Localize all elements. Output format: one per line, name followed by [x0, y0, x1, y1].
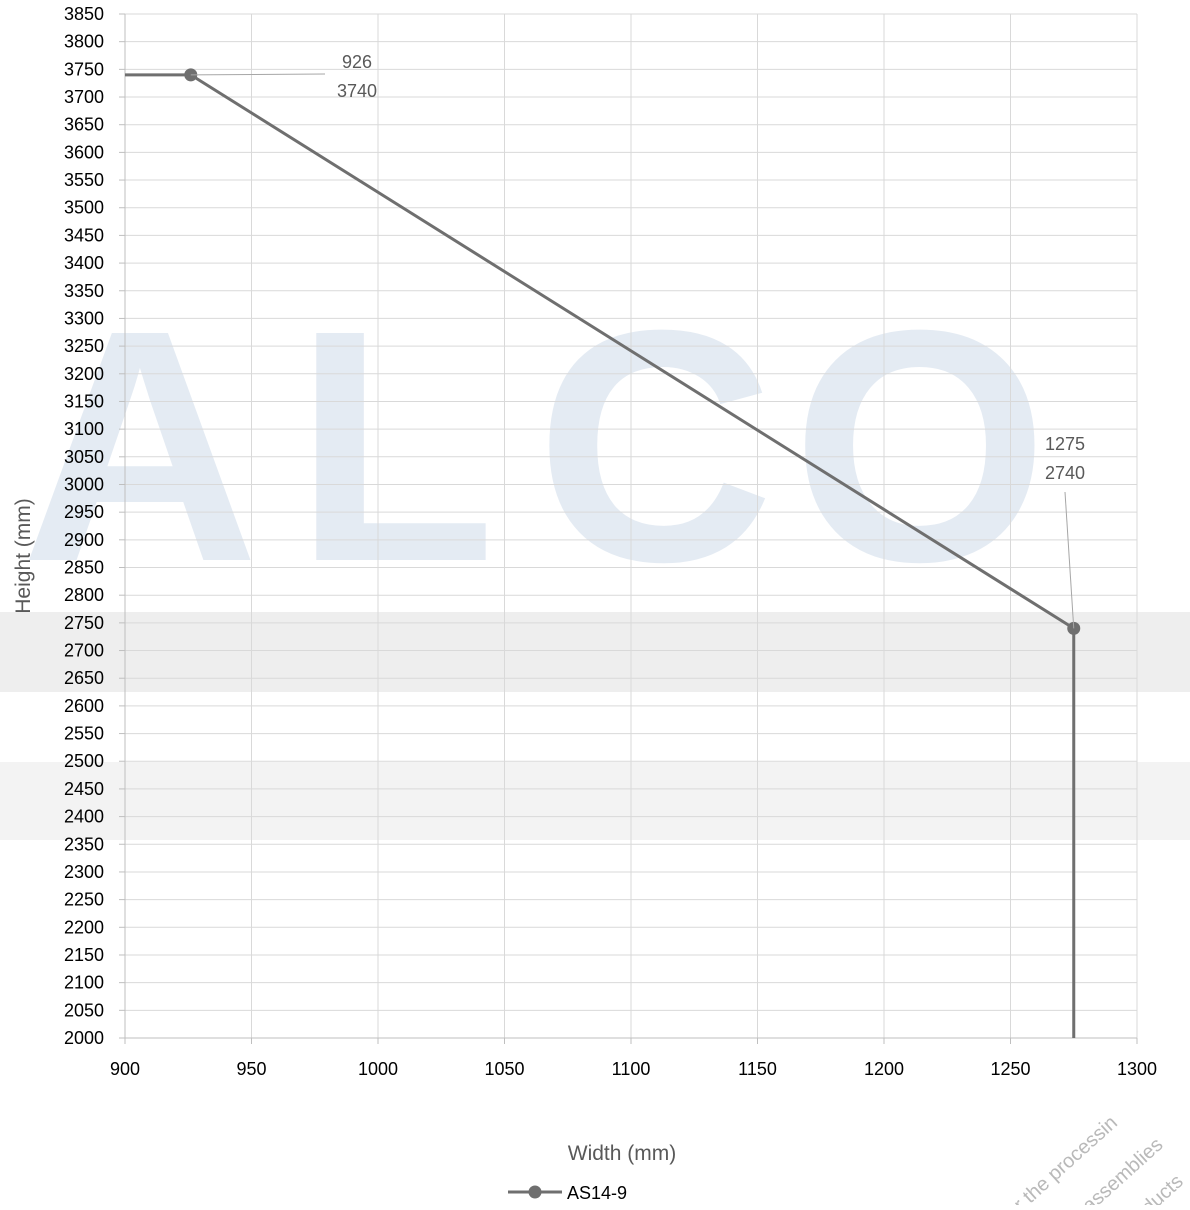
- x-tick-label: 900: [110, 1059, 140, 1079]
- y-tick-label: 3500: [64, 198, 104, 218]
- y-tick-label: 2650: [64, 668, 104, 688]
- annotation-leader: [1064, 491, 1075, 629]
- annotation-x-label: 1275: [1045, 434, 1085, 454]
- y-tick-label: 3600: [64, 142, 104, 162]
- y-tick-label: 3100: [64, 419, 104, 439]
- y-tick-label: 2700: [64, 641, 104, 661]
- annotation-x-label: 926: [342, 52, 372, 72]
- y-tick-label: 2450: [64, 779, 104, 799]
- y-tick-label: 2950: [64, 502, 104, 522]
- y-tick-label: 2550: [64, 724, 104, 744]
- y-tick-label: 2200: [64, 917, 104, 937]
- y-tick-label: 2150: [64, 945, 104, 965]
- watermark-letter: C: [536, 261, 774, 630]
- y-tick-label: 2800: [64, 585, 104, 605]
- y-tick-label: 2100: [64, 973, 104, 993]
- legend-marker: [528, 1185, 542, 1199]
- y-tick-label: 3800: [64, 32, 104, 52]
- y-tick-label: 3850: [64, 4, 104, 24]
- x-tick-label: 1000: [358, 1059, 398, 1079]
- watermark-band: [0, 612, 1190, 692]
- y-tick-label: 2300: [64, 862, 104, 882]
- legend-label: AS14-9: [567, 1183, 627, 1203]
- x-tick-label: 950: [236, 1059, 266, 1079]
- annotation-y-label: 2740: [1045, 463, 1085, 483]
- x-tick-label: 1050: [484, 1059, 524, 1079]
- y-tick-label: 2400: [64, 807, 104, 827]
- y-tick-label: 3750: [64, 59, 104, 79]
- y-tick-label: 2350: [64, 834, 104, 854]
- x-tick-label: 1100: [612, 1059, 651, 1079]
- series-line: [125, 73, 1076, 1038]
- x-tick-label: 1200: [864, 1059, 904, 1079]
- y-tick-label: 3550: [64, 170, 104, 190]
- y-tick-label: 2750: [64, 613, 104, 633]
- y-tick-label: 2900: [64, 530, 104, 550]
- annotation-leader: [190, 73, 326, 76]
- y-tick-labels: 2000 2050 2100 2150 2200 2250 2300 2350 2400 2450…: [64, 4, 104, 1048]
- y-tick-label: 3450: [64, 225, 104, 245]
- watermark-letter: L: [294, 261, 496, 630]
- x-tick-labels: 900 950 1000 1050 1100 1150 1200 1250 1300: [110, 1059, 1157, 1079]
- y-tick-label: 3200: [64, 364, 104, 384]
- gridlines: [125, 13, 1138, 1038]
- y-tick-label: 2000: [64, 1028, 104, 1048]
- watermark-letter: A: [21, 261, 259, 630]
- axes: [119, 13, 1138, 1044]
- y-tick-label: 3650: [64, 115, 104, 135]
- watermark-letter: O: [792, 261, 1049, 630]
- y-tick-label: 3400: [64, 253, 104, 273]
- y-tick-label: 2850: [64, 558, 104, 578]
- y-axis-title: Height (mm): [12, 498, 35, 614]
- annotation-y-label: 3740: [337, 81, 377, 101]
- y-tick-label: 2050: [64, 1000, 104, 1020]
- y-tick-label: 2250: [64, 890, 104, 910]
- x-tick-label: 1150: [738, 1059, 777, 1079]
- y-tick-label: 3250: [64, 336, 104, 356]
- y-tick-label: 3350: [64, 281, 104, 301]
- y-tick-label: 3050: [64, 447, 104, 467]
- legend: AS14-9: [508, 1183, 627, 1203]
- x-axis-title: Width (mm): [568, 1142, 677, 1165]
- y-tick-label: 3150: [64, 391, 104, 411]
- annotations: 926 3740 1275 2740: [190, 52, 1085, 629]
- y-tick-label: 3000: [64, 474, 104, 494]
- x-tick-label: 1300: [1117, 1059, 1157, 1079]
- watermark-band: [0, 762, 1190, 840]
- y-tick-label: 3300: [64, 308, 104, 328]
- y-tick-label: 3700: [64, 87, 104, 107]
- y-tick-label: 2600: [64, 696, 104, 716]
- x-tick-label: 1250: [990, 1059, 1030, 1079]
- y-tick-label: 2500: [64, 751, 104, 771]
